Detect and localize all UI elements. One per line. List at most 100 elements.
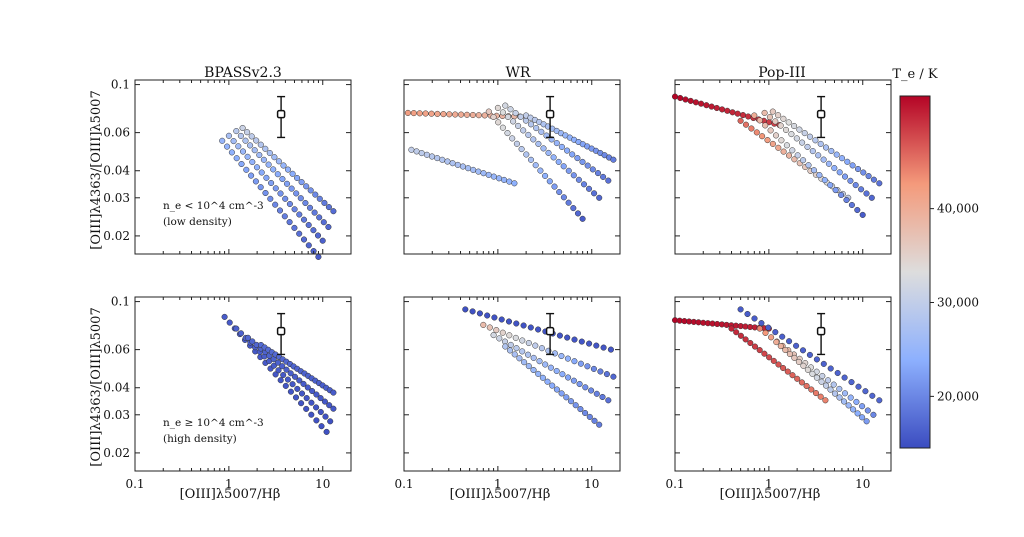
model-point	[520, 127, 527, 134]
model-point	[527, 324, 534, 331]
model-point	[228, 149, 235, 156]
model-point	[782, 346, 789, 354]
model-point	[584, 363, 591, 370]
model-point	[816, 172, 823, 179]
model-point	[806, 351, 813, 358]
x-tick-label: 1	[765, 477, 773, 491]
x-tick-label: 10	[315, 477, 330, 491]
model-point	[575, 176, 582, 183]
model-point	[327, 418, 334, 425]
model-point	[499, 329, 506, 336]
model-point	[850, 406, 857, 413]
model-point	[847, 394, 854, 401]
model-point	[287, 388, 294, 395]
model-point	[512, 334, 519, 341]
model-point	[747, 339, 754, 347]
model-point	[312, 191, 319, 198]
model-point	[772, 132, 780, 139]
model-point	[516, 355, 523, 362]
model-point	[582, 384, 589, 391]
model-point	[591, 190, 598, 197]
panel-frame	[403, 296, 621, 472]
observation-point	[545, 326, 555, 336]
model-point	[281, 213, 288, 220]
model-point	[840, 398, 848, 405]
model-point	[470, 166, 477, 173]
model-point	[270, 362, 277, 369]
model-point	[544, 378, 551, 385]
model-point	[501, 176, 508, 183]
ylabel-bottom: [OIII]λ4363/[OIII]λ5007	[89, 307, 104, 466]
x-tick-label: 10	[855, 477, 870, 491]
model-point	[319, 237, 326, 244]
model-point	[235, 143, 242, 150]
model-point	[288, 185, 295, 192]
model-point	[510, 118, 517, 125]
model-point	[761, 350, 768, 357]
colorbar-gradient	[899, 95, 931, 449]
model-point	[838, 191, 845, 199]
model-point	[830, 381, 837, 388]
observation-marker	[816, 95, 826, 139]
model-point	[576, 380, 583, 388]
model-point	[496, 335, 503, 342]
x-tick-label: 0.1	[665, 477, 684, 491]
model-point	[819, 372, 826, 380]
model-point	[511, 180, 518, 187]
model-point	[230, 138, 237, 145]
observation-point	[816, 109, 826, 119]
model-point	[330, 208, 337, 215]
model-point	[475, 168, 482, 175]
model-point	[244, 334, 252, 341]
model-point	[257, 141, 264, 148]
panel-frame	[674, 296, 892, 472]
model-point	[321, 199, 328, 206]
model-point	[272, 371, 279, 378]
model-point	[272, 201, 279, 208]
model-point	[817, 140, 824, 147]
model-point	[783, 142, 790, 149]
model-point	[756, 325, 763, 332]
model-point	[490, 332, 497, 339]
model-point	[292, 394, 300, 401]
model-point	[546, 178, 553, 185]
x-tick-label: 10	[584, 477, 599, 491]
model-point	[729, 109, 736, 116]
model-point	[785, 119, 792, 126]
model-point	[813, 374, 820, 381]
scatter-points	[671, 93, 883, 218]
model-point	[834, 369, 841, 377]
model-point	[303, 395, 310, 402]
model-point	[444, 158, 451, 165]
model-point	[841, 390, 849, 397]
model-point	[459, 163, 466, 170]
model-point	[321, 398, 328, 405]
model-point	[256, 151, 263, 159]
model-point	[804, 366, 811, 373]
model-point	[495, 175, 503, 182]
annotation-high-density-condition: n_e ≥ 10^4 cm^-3	[163, 417, 264, 429]
model-point	[244, 129, 251, 136]
model-point	[682, 96, 689, 103]
model-point	[719, 106, 726, 113]
model-point	[263, 174, 270, 181]
model-point	[793, 342, 800, 349]
model-point	[277, 377, 284, 384]
model-point	[247, 142, 254, 149]
model-point	[257, 184, 264, 191]
model-point	[564, 355, 571, 362]
model-point	[855, 383, 862, 390]
scatter-points	[219, 124, 337, 260]
model-point	[786, 338, 793, 345]
model-point	[827, 182, 834, 189]
model-point	[275, 158, 282, 165]
model-point	[325, 204, 332, 211]
model-point	[759, 133, 766, 140]
model-point	[238, 160, 245, 168]
model-point	[303, 183, 310, 190]
model-point	[876, 397, 883, 404]
model-point	[313, 404, 320, 411]
model-point	[610, 156, 617, 163]
model-point	[224, 143, 231, 150]
model-point	[253, 164, 261, 171]
